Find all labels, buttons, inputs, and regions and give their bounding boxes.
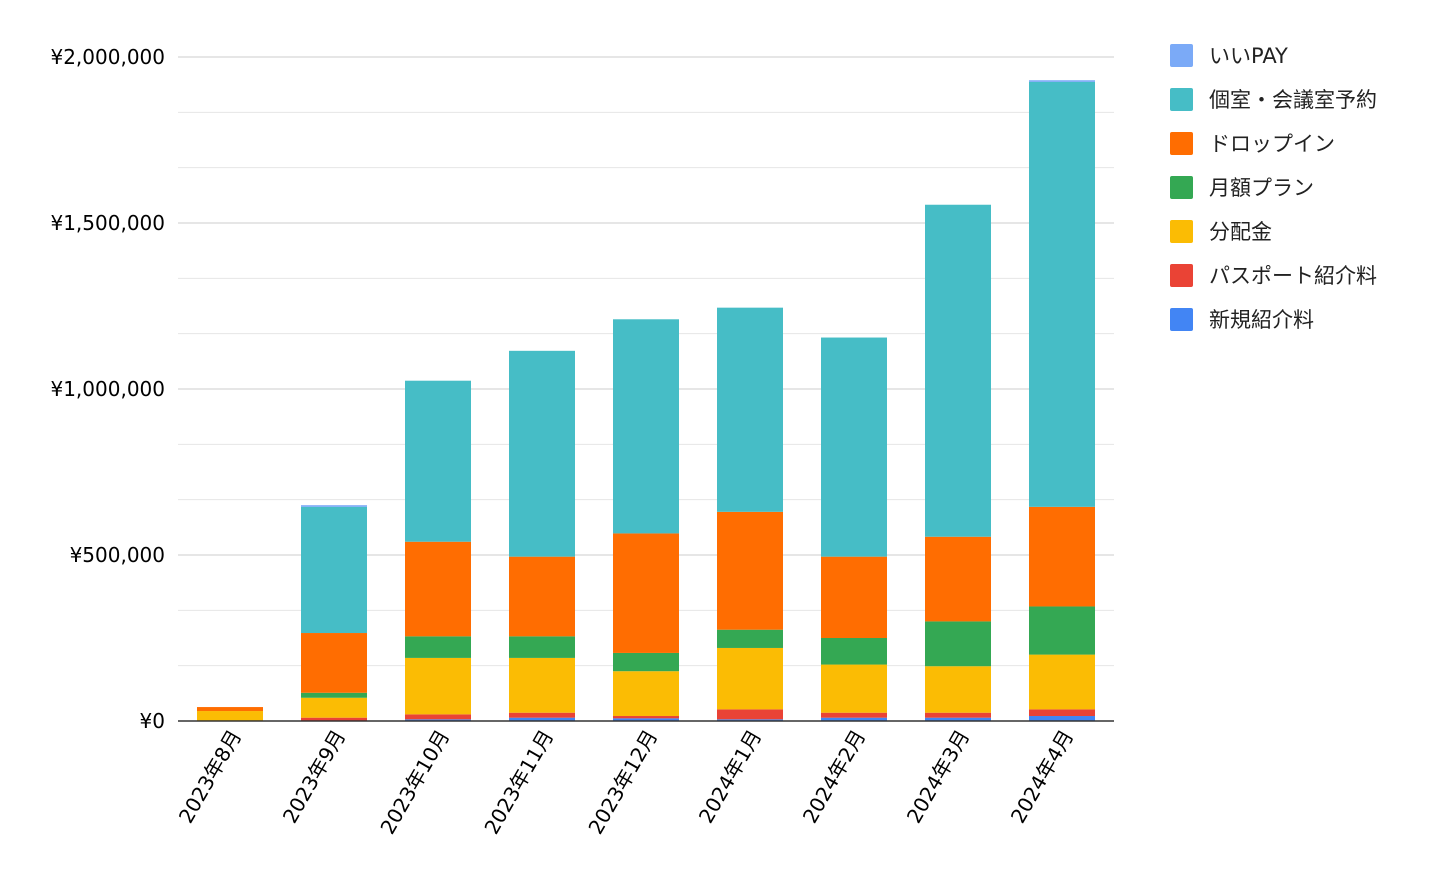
bar-segment bbox=[1029, 606, 1095, 655]
legend-swatch bbox=[1170, 44, 1193, 67]
bar-segment bbox=[925, 666, 991, 713]
y-tick-label: ¥1,500,000 bbox=[50, 211, 165, 235]
x-tick-label: 2023年8月 bbox=[174, 726, 247, 828]
legend-label: 新規紹介料 bbox=[1209, 308, 1314, 332]
bar-segment bbox=[405, 636, 471, 658]
legend-label: パスポート紹介料 bbox=[1209, 264, 1377, 288]
bar-segment bbox=[1029, 709, 1095, 717]
bar-segment bbox=[821, 664, 887, 713]
legend-label: いいPAY bbox=[1209, 44, 1288, 68]
bar-segment bbox=[509, 636, 575, 658]
bar-segment bbox=[197, 711, 263, 721]
x-axis-ticks: 2023年8月 2023年9月 2023年10月 2023年11月 2023年12月 20… bbox=[174, 726, 1079, 839]
bar-segment bbox=[925, 712, 991, 718]
bar-segment bbox=[613, 718, 679, 721]
bar-segment bbox=[1029, 81, 1095, 507]
legend-label: 個室・会議室予約 bbox=[1209, 88, 1377, 112]
legend-label: 月額プラン bbox=[1209, 176, 1314, 200]
legend-swatch bbox=[1170, 176, 1193, 199]
bar-segment bbox=[1029, 80, 1095, 82]
bar-segment bbox=[925, 536, 991, 622]
bar-segment bbox=[821, 712, 887, 718]
bar-segment bbox=[405, 719, 471, 721]
bar-segment bbox=[613, 319, 679, 534]
bar-segment bbox=[821, 556, 887, 638]
x-tick-label: 2023年9月 bbox=[278, 726, 351, 828]
bar-segment bbox=[509, 717, 575, 721]
x-tick-label: 2024年1月 bbox=[694, 726, 767, 828]
bar-segment bbox=[301, 505, 367, 507]
y-tick-label: ¥0 bbox=[140, 709, 165, 733]
x-tick-label: 2023年10月 bbox=[375, 726, 454, 839]
bar-segment bbox=[405, 657, 471, 715]
bar-segment bbox=[717, 629, 783, 648]
bar-segment bbox=[405, 714, 471, 720]
legend-swatch bbox=[1170, 132, 1193, 155]
bar-segment bbox=[613, 671, 679, 717]
y-axis-ticks: ¥0 ¥500,000 ¥1,000,000 ¥1,500,000 ¥2,000,000 bbox=[50, 45, 165, 733]
bar-segment bbox=[197, 707, 263, 712]
bar-segment bbox=[509, 712, 575, 718]
legend-swatch bbox=[1170, 264, 1193, 287]
x-tick-label: 2024年2月 bbox=[798, 726, 871, 828]
bar-segment bbox=[717, 647, 783, 710]
x-tick-label: 2024年4月 bbox=[1006, 726, 1079, 828]
bar-segment bbox=[509, 657, 575, 713]
bar-segment bbox=[301, 717, 367, 721]
bar-segment bbox=[301, 692, 367, 698]
bar-segment bbox=[613, 533, 679, 653]
legend-swatch bbox=[1170, 308, 1193, 331]
bar-segment bbox=[925, 204, 991, 537]
bar-segment bbox=[301, 506, 367, 634]
bar-segment bbox=[717, 709, 783, 720]
x-tick-label: 2023年12月 bbox=[583, 726, 662, 839]
bar-segment bbox=[613, 716, 679, 719]
bar-segment bbox=[405, 380, 471, 542]
bar-segment bbox=[301, 633, 367, 693]
bar-segment bbox=[925, 717, 991, 721]
bar-segment bbox=[821, 638, 887, 665]
bar-segment bbox=[405, 541, 471, 637]
y-tick-label: ¥1,000,000 bbox=[50, 377, 165, 401]
bar-segment bbox=[717, 719, 783, 721]
bars bbox=[197, 80, 1095, 721]
legend-swatch bbox=[1170, 88, 1193, 111]
y-tick-label: ¥2,000,000 bbox=[50, 45, 165, 69]
bar-segment bbox=[925, 621, 991, 667]
bar-segment bbox=[509, 556, 575, 637]
legend-label: ドロップイン bbox=[1209, 132, 1335, 156]
bar-segment bbox=[1029, 716, 1095, 721]
bar-segment bbox=[613, 652, 679, 672]
bar-segment bbox=[1029, 506, 1095, 607]
bar-segment bbox=[821, 337, 887, 557]
bar-segment bbox=[1029, 654, 1095, 710]
x-tick-label: 2023年11月 bbox=[479, 726, 558, 839]
bar-segment bbox=[301, 697, 367, 718]
bar-segment bbox=[509, 350, 575, 557]
legend-swatch bbox=[1170, 220, 1193, 243]
bar-segment bbox=[821, 717, 887, 721]
legend-label: 分配金 bbox=[1209, 220, 1272, 244]
x-tick-label: 2024年3月 bbox=[902, 726, 975, 828]
bar-segment bbox=[717, 307, 783, 512]
bar-segment bbox=[717, 511, 783, 630]
y-tick-label: ¥500,000 bbox=[70, 543, 165, 567]
